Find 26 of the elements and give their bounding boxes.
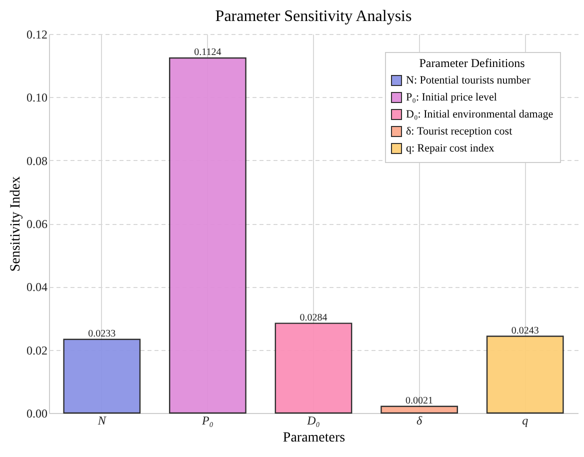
y-tick-label: 0.00 bbox=[26, 406, 48, 420]
legend-title: Parameter Definitions bbox=[419, 56, 526, 70]
legend-label: N: Potential tourists number bbox=[406, 74, 531, 86]
x-tick-label: q bbox=[522, 414, 528, 428]
y-tick-label: 0.02 bbox=[26, 343, 48, 358]
legend-label: D₀: Initial environmental damage bbox=[406, 108, 554, 120]
y-tick-label: 0.12 bbox=[26, 28, 48, 42]
data-label: 0.0243 bbox=[511, 325, 539, 336]
x-tick-label: N bbox=[96, 414, 107, 428]
data-label: 0.1124 bbox=[194, 47, 222, 58]
legend-label: q: Repair cost index bbox=[406, 142, 495, 154]
x-axis-title: Parameters bbox=[282, 430, 346, 446]
chart-title: Parameter Sensitivity Analysis bbox=[215, 8, 412, 25]
x-tick-label: P₀ bbox=[200, 414, 214, 428]
y-tick-label: 0.10 bbox=[26, 90, 48, 105]
data-label: 0.0021 bbox=[406, 395, 434, 406]
data-label: 0.0284 bbox=[300, 312, 328, 324]
y-tick-label: 0.08 bbox=[26, 154, 48, 168]
y-tick-label: 0.04 bbox=[26, 280, 48, 294]
legend-label: δ: Tourist reception cost bbox=[406, 126, 512, 138]
x-tick-label: δ bbox=[416, 414, 423, 428]
y-axis-title: Sensitivity Index bbox=[8, 176, 24, 272]
legend-label: P₀: Initial price level bbox=[406, 92, 497, 104]
x-tick-label: D₀ bbox=[306, 414, 320, 428]
data-label: 0.0233 bbox=[88, 328, 116, 340]
y-tick-label: 0.06 bbox=[26, 217, 48, 231]
